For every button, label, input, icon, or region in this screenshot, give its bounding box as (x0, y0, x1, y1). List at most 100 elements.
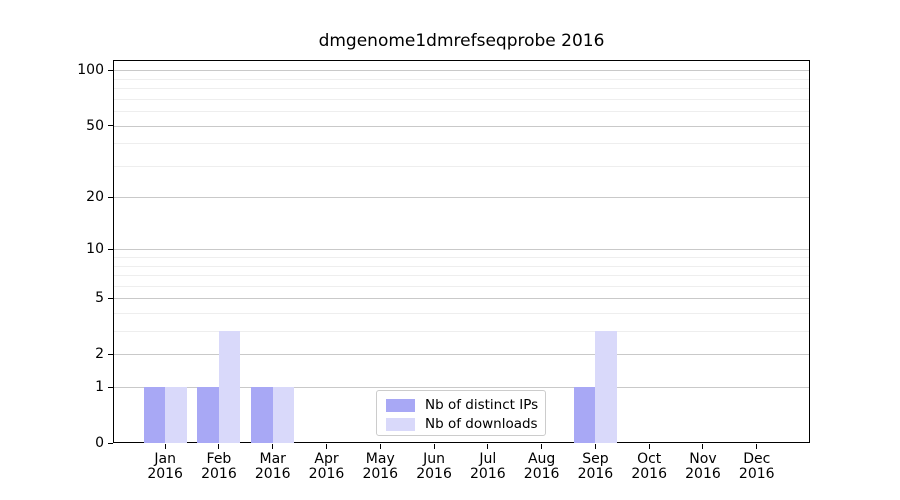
y-tick-mark (108, 69, 113, 71)
gridline-major (114, 197, 809, 199)
y-tick-label: 0 (95, 435, 104, 451)
gridline-major (114, 354, 809, 356)
x-tick-year: 2016 (254, 465, 291, 482)
gridline-major (114, 298, 809, 300)
legend-label-downloads: Nb of downloads (425, 416, 538, 432)
x-tick-month: Jul (479, 451, 497, 467)
x-tick-year: 2016 (577, 465, 614, 482)
x-tick-year: 2016 (201, 465, 237, 482)
legend-item-downloads: Nb of downloads (386, 415, 538, 433)
legend-swatch-downloads (386, 417, 415, 431)
legend: Nb of distinct IPs Nb of downloads (376, 390, 546, 436)
x-tick-year: 2016 (738, 465, 775, 482)
x-tick-mark (648, 443, 650, 449)
y-tick-label: 50 (86, 117, 104, 134)
x-tick-label: Jan 2016 (135, 452, 195, 481)
x-tick-month: Apr (314, 451, 339, 467)
x-tick-mark (272, 443, 274, 449)
gridline-minor (114, 88, 809, 90)
bar-distinct-ips-mar (251, 387, 273, 443)
gridline-major (114, 70, 809, 72)
gridline-major (114, 249, 809, 251)
x-tick-label: Feb 2016 (189, 452, 249, 481)
x-tick-year: 2016 (147, 465, 183, 482)
x-tick-mark (379, 443, 381, 449)
x-tick-label: Sep 2016 (565, 452, 625, 481)
gridline-minor (114, 257, 809, 259)
x-tick-year: 2016 (416, 465, 452, 482)
gridline-minor (114, 275, 809, 277)
bar-distinct-ips-feb (197, 387, 219, 443)
x-tick-month: Oct (637, 451, 662, 467)
x-tick-label: Nov 2016 (673, 452, 733, 481)
x-tick-label: Jun 2016 (404, 452, 464, 481)
x-tick-mark (164, 443, 166, 449)
x-tick-label: Dec 2016 (727, 452, 787, 481)
x-tick-label: Oct 2016 (619, 452, 679, 481)
x-tick-month: Aug (527, 451, 556, 467)
y-tick-mark (108, 297, 113, 299)
plot-area (113, 60, 810, 443)
chart-title: dmgenome1dmrefseqprobe 2016 (318, 31, 605, 51)
x-tick-label: Mar 2016 (243, 452, 303, 481)
x-tick-mark (541, 443, 543, 449)
x-tick-month: Jan (154, 451, 176, 467)
gridline-minor (114, 98, 809, 100)
gridline-minor (114, 313, 809, 315)
gridline-minor (114, 78, 809, 80)
x-tick-year: 2016 (362, 465, 399, 482)
x-tick-month: Jun (423, 451, 445, 467)
x-tick-year: 2016 (685, 465, 721, 482)
y-tick-mark (108, 442, 113, 444)
gridline-minor (114, 143, 809, 145)
x-tick-label: Jul 2016 (458, 452, 518, 481)
x-tick-mark (218, 443, 220, 449)
x-tick-month: Sep (582, 451, 609, 467)
y-tick-label: 100 (77, 62, 104, 79)
x-tick-mark (594, 443, 596, 449)
y-tick-label: 1 (95, 379, 104, 396)
x-tick-mark (702, 443, 704, 449)
y-tick-mark (108, 353, 113, 355)
gridline-minor (114, 265, 809, 267)
x-tick-month: Mar (259, 451, 286, 467)
bar-downloads-jan (165, 387, 187, 443)
x-tick-year: 2016 (470, 465, 506, 482)
y-tick-mark (108, 386, 113, 388)
gridline-minor (114, 331, 809, 333)
x-tick-year: 2016 (631, 465, 667, 482)
y-tick-mark (108, 125, 113, 127)
gridline-major (114, 387, 809, 389)
y-tick-label: 10 (86, 241, 104, 258)
y-tick-label: 2 (95, 346, 104, 363)
y-tick-label: 5 (95, 290, 104, 307)
y-tick-label: 20 (86, 189, 104, 206)
x-tick-mark (326, 443, 327, 449)
x-tick-mark (433, 443, 435, 449)
x-tick-mark (487, 443, 489, 449)
legend-swatch-distinct-ips (386, 398, 415, 412)
x-tick-label: Aug 2016 (512, 452, 572, 481)
bar-distinct-ips-jan (143, 387, 166, 443)
x-tick-year: 2016 (308, 465, 345, 482)
bar-downloads-mar (272, 387, 295, 443)
x-tick-label: May 2016 (350, 452, 410, 481)
x-tick-month: Dec (743, 451, 771, 467)
x-tick-month: May (365, 451, 395, 467)
gridline-major (114, 125, 809, 127)
y-tick-mark (108, 196, 113, 198)
x-tick-label: Apr 2016 (297, 452, 357, 481)
x-tick-mark (756, 443, 758, 449)
gridline-minor (114, 285, 809, 287)
gridline-minor (114, 111, 809, 113)
legend-item-distinct-ips: Nb of distinct IPs (386, 396, 539, 414)
bar-downloads-sep (595, 331, 617, 443)
y-tick-mark (108, 248, 113, 250)
bar-distinct-ips-sep (573, 387, 596, 443)
gridline-minor (114, 165, 809, 167)
x-tick-year: 2016 (523, 465, 560, 482)
x-tick-month: Nov (689, 451, 717, 467)
x-tick-month: Feb (206, 451, 232, 467)
legend-label-distinct-ips: Nb of distinct IPs (425, 397, 539, 413)
